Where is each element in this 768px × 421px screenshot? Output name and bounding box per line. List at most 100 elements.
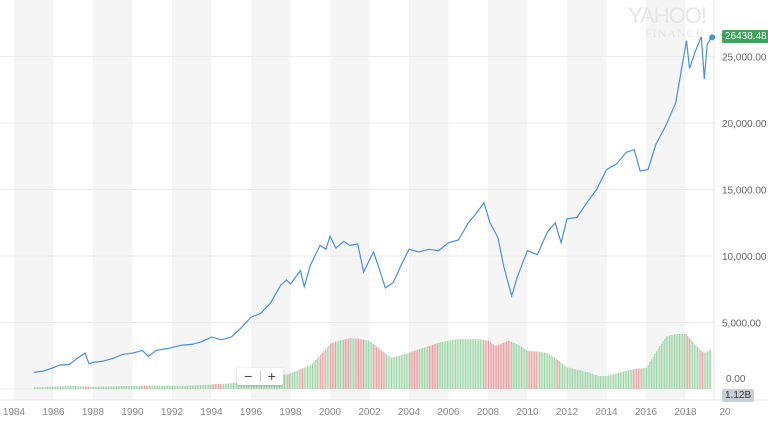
volume-bar (440, 342, 442, 389)
volume-bar (680, 333, 682, 389)
volume-bar (655, 351, 657, 389)
zoom-out-button[interactable]: − (244, 368, 253, 384)
volume-bar (604, 376, 606, 389)
volume-bar (150, 385, 152, 389)
volume-bar (362, 339, 365, 389)
volume-bar (394, 357, 396, 389)
volume-bar (525, 349, 527, 389)
volume-bar (514, 343, 516, 389)
x-tick-label: 1996 (240, 407, 263, 418)
volume-bar (41, 386, 44, 389)
volume-bar (675, 334, 677, 389)
volume-bar (132, 385, 134, 389)
volume-bar (468, 339, 470, 389)
volume-bar (412, 351, 414, 389)
volume-bar (144, 385, 146, 389)
volume-bar (576, 369, 578, 389)
volume-bar (400, 355, 402, 389)
volume-bar (519, 345, 521, 389)
volume-bar (581, 370, 583, 389)
volume-bar (603, 376, 605, 389)
y-tick-label: 10,000.00 (722, 252, 767, 263)
volume-bar (511, 341, 513, 389)
volume-bar (216, 384, 218, 389)
volume-bar (410, 352, 412, 389)
x-tick-label: 20 (719, 407, 731, 418)
volume-bar (535, 351, 537, 389)
volume-bar (664, 338, 666, 389)
volume-bar (330, 343, 332, 389)
volume-bar (241, 381, 243, 389)
volume-bar (348, 338, 350, 389)
volume-bar (562, 363, 564, 389)
volume-bar (247, 381, 249, 389)
volume-bar (634, 369, 636, 389)
volume-bar (183, 385, 185, 389)
last-price-label: 26438.48 (722, 30, 768, 43)
volume-bar (65, 386, 67, 389)
volume-bar (455, 339, 457, 389)
volume-bar (97, 386, 100, 389)
volume-bar (353, 338, 355, 389)
volume-bar (670, 335, 672, 389)
volume-bar (311, 363, 313, 389)
volume-bar (357, 338, 360, 389)
volume-bar (539, 351, 541, 389)
x-tick-label: 2018 (674, 407, 697, 418)
volume-bar (522, 347, 524, 389)
volume-bar (122, 386, 124, 389)
volume-bar (573, 368, 575, 389)
volume-bar (102, 386, 104, 389)
volume-bar (346, 338, 348, 389)
volume-bar (158, 385, 160, 389)
volume-bar (326, 347, 328, 389)
volume-bar (55, 386, 57, 389)
volume-bar (369, 341, 371, 389)
volume-bar (588, 372, 590, 389)
volume-bar (83, 386, 85, 389)
year-band (14, 0, 54, 400)
volume-bar (229, 383, 231, 389)
volume-bar (598, 376, 600, 389)
volume-bar (180, 385, 182, 389)
volume-bar (168, 385, 170, 389)
volume-bar (366, 340, 368, 389)
volume-bar (84, 386, 86, 389)
volume-bar (201, 384, 203, 389)
volume-bar (553, 357, 555, 389)
volume-bar (570, 368, 572, 389)
volume-bar (191, 385, 193, 389)
volume-bar (594, 374, 597, 389)
volume-bar (476, 339, 478, 389)
volume-bar (341, 339, 343, 389)
volume-bar (204, 384, 207, 389)
volume-bar (580, 370, 582, 389)
volume-bar (232, 383, 234, 389)
volume-bar (706, 351, 708, 389)
volume-bar (37, 387, 39, 389)
volume-bar (688, 337, 690, 389)
volume-bar (208, 384, 210, 389)
volume-bar (162, 385, 164, 389)
volume-bar (586, 371, 588, 389)
volume-bar (693, 343, 695, 389)
volume-bar (432, 344, 434, 389)
volume-bar (135, 385, 137, 389)
year-band (330, 0, 370, 400)
volume-bar (697, 346, 699, 389)
volume-bar (484, 340, 486, 389)
price-line (33, 36, 712, 373)
volume-bar (287, 374, 289, 389)
volume-bar (657, 348, 659, 389)
volume-bar (63, 386, 65, 389)
volume-bar (71, 385, 73, 389)
volume-bar (181, 385, 183, 389)
volume-bar (193, 385, 195, 389)
volume-bar (397, 356, 399, 389)
volume-bar (524, 348, 526, 389)
volume-bar (175, 385, 177, 389)
volume-bar (636, 368, 638, 389)
zoom-in-button[interactable]: + (267, 368, 276, 384)
volume-bar (575, 369, 577, 389)
volume-bar (627, 370, 629, 389)
